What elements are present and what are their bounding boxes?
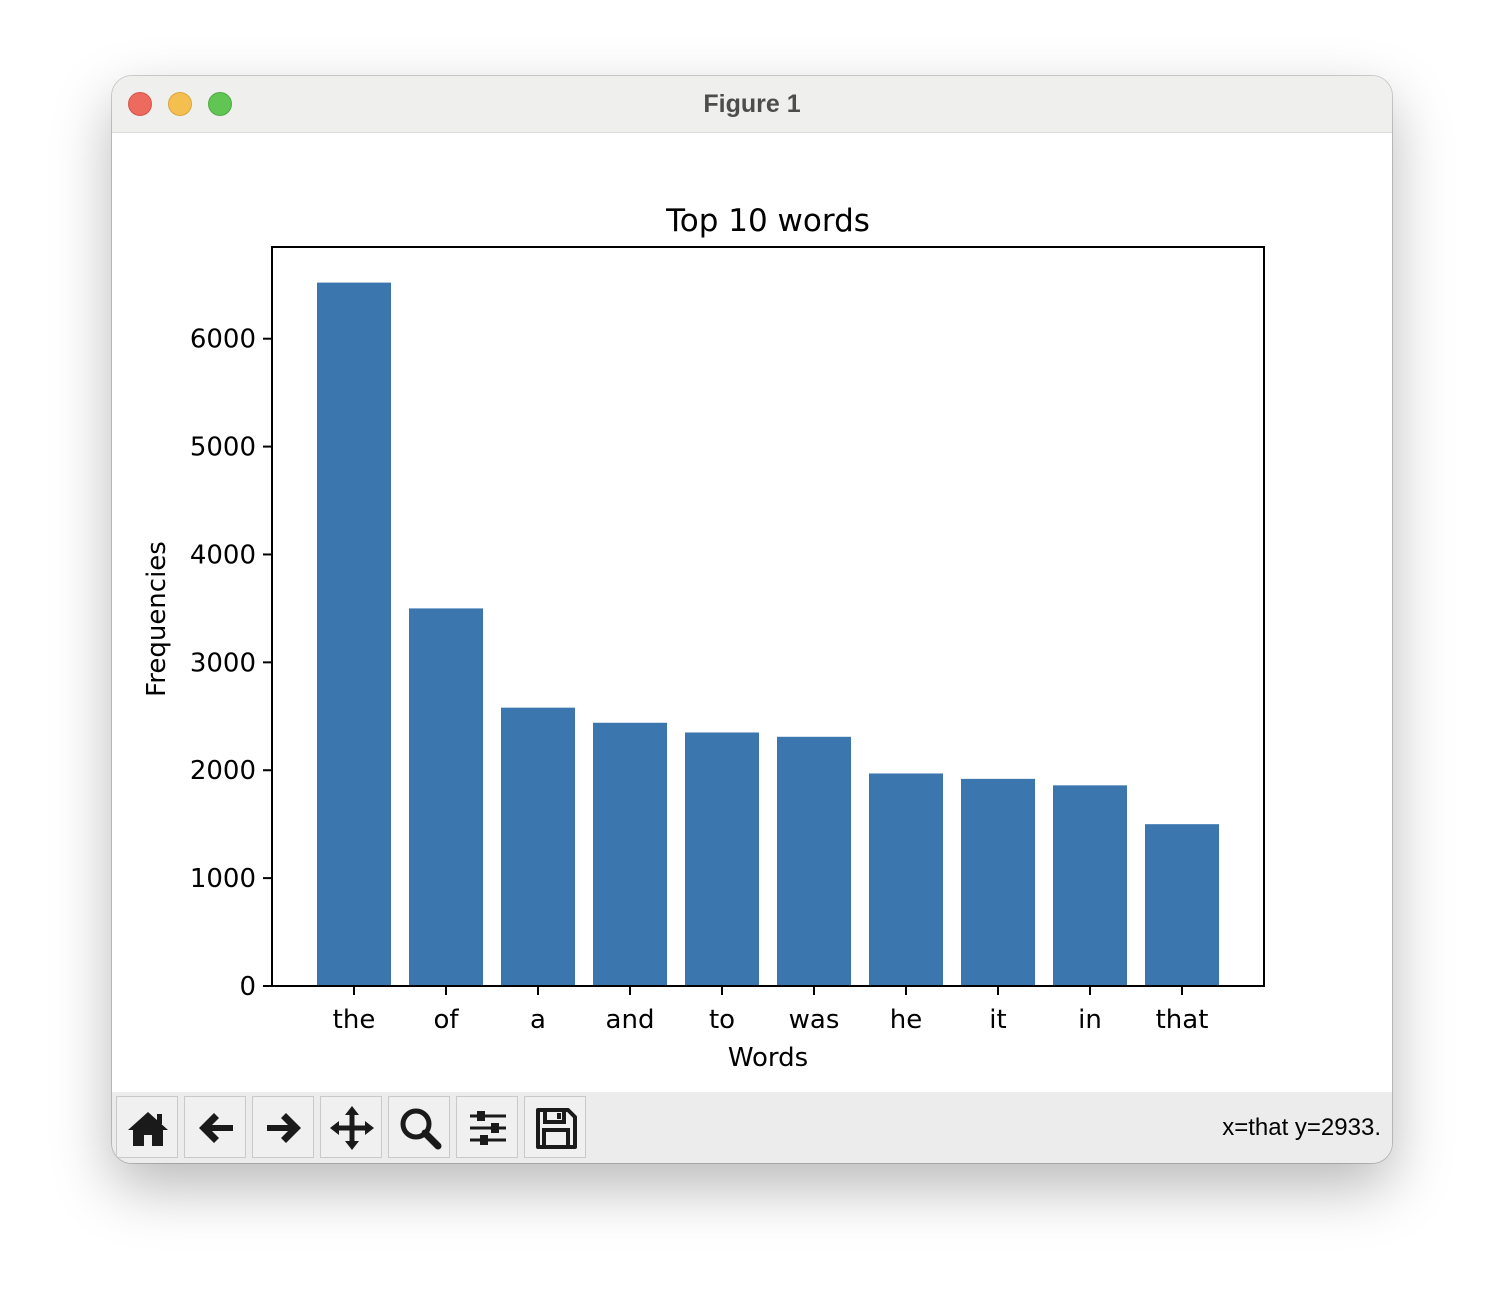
arrow-right-icon: [267, 1113, 301, 1143]
bar-he: [869, 773, 943, 986]
bars-group: [317, 282, 1219, 986]
figure-canvas[interactable]: Top 10 words Words Frequencies 0 1000 2000…: [112, 133, 1392, 1092]
bar-in: [1053, 785, 1127, 986]
x-tick-label: a: [530, 1005, 546, 1035]
x-tick-label: to: [709, 1005, 735, 1035]
y-tick-label: 3000: [190, 648, 256, 678]
x-tick-label: was: [789, 1005, 840, 1035]
forward-button[interactable]: [252, 1096, 314, 1158]
figure-window: Figure 1 Top 10 words Words Frequencies …: [112, 76, 1392, 1163]
zoom-window-button[interactable]: [208, 92, 232, 116]
back-button[interactable]: [184, 1096, 246, 1158]
y-tick-label: 1000: [190, 864, 256, 894]
bar-to: [685, 732, 759, 986]
x-tick-label: in: [1078, 1005, 1102, 1035]
y-tick-label: 0: [239, 972, 256, 1002]
plot-frame: [271, 246, 1265, 987]
x-tick-label: he: [890, 1005, 922, 1035]
x-tick-label: and: [606, 1005, 655, 1035]
pan-button[interactable]: [320, 1096, 382, 1158]
zoom-button[interactable]: [388, 1096, 450, 1158]
x-tick-label: the: [333, 1005, 376, 1035]
close-button[interactable]: [128, 92, 152, 116]
y-ticks-group: 0 1000 2000 3000 4000 5000 6000: [190, 325, 272, 1002]
configure-subplots-button[interactable]: [456, 1096, 518, 1158]
save-button[interactable]: [524, 1096, 586, 1158]
y-tick-label: 6000: [190, 325, 256, 355]
y-tick-label: 5000: [190, 433, 256, 463]
arrow-left-icon: [199, 1113, 233, 1143]
y-tick-label: 4000: [190, 540, 256, 570]
bar-the: [317, 282, 391, 986]
minimize-button[interactable]: [168, 92, 192, 116]
bar-that: [1145, 824, 1219, 986]
sliders-icon: [470, 1111, 506, 1145]
x-tick-label: of: [433, 1005, 459, 1035]
home-button[interactable]: [116, 1096, 178, 1158]
bar-chart[interactable]: Top 10 words Words Frequencies 0 1000 2000…: [112, 133, 1392, 1092]
title-bar[interactable]: Figure 1: [112, 76, 1392, 133]
y-axis-label: Frequencies: [142, 541, 172, 697]
window-title: Figure 1: [703, 90, 801, 118]
move-icon: [330, 1106, 374, 1150]
bar-a: [501, 707, 575, 986]
bar-it: [961, 778, 1035, 986]
x-tick-label: it: [989, 1005, 1006, 1035]
x-ticks-group: the of a and to was he it in that: [333, 986, 1209, 1035]
y-tick-label: 2000: [190, 756, 256, 786]
bar-was: [777, 736, 851, 986]
navigation-toolbar: x=that y=2933.: [112, 1092, 1392, 1163]
magnifier-icon: [400, 1108, 442, 1150]
floppy-disk-icon: [536, 1108, 577, 1149]
bar-and: [593, 722, 667, 986]
x-tick-label: that: [1156, 1005, 1209, 1035]
home-icon: [128, 1112, 168, 1146]
cursor-coordinates: x=that y=2933.: [1222, 1114, 1381, 1141]
bar-of: [409, 608, 483, 986]
chart-title: Top 10 words: [665, 203, 870, 239]
x-axis-label: Words: [728, 1043, 808, 1073]
